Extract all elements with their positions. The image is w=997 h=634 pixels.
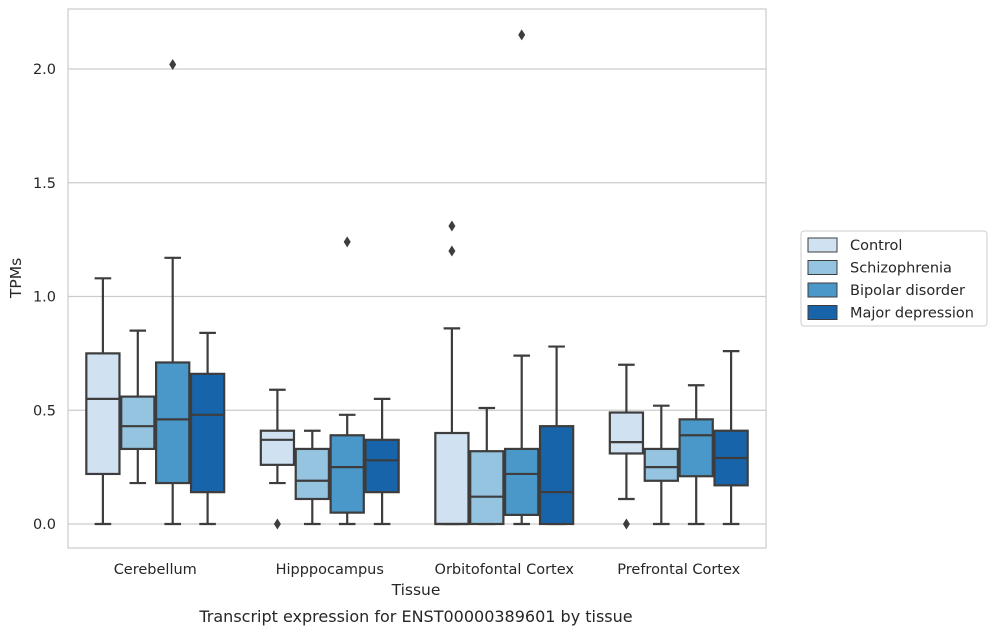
x-tick-label: Cerebellum — [114, 562, 197, 578]
box-plot — [643, 404, 679, 526]
legend-frame — [800, 230, 988, 327]
box-plot — [364, 397, 400, 526]
x-axis-title: Tissue — [391, 581, 441, 599]
legend-swatch — [807, 237, 838, 253]
outlier-point — [343, 236, 351, 248]
legend-label: Control — [850, 238, 902, 254]
box-plot — [329, 236, 365, 526]
box-plot — [294, 429, 330, 526]
y-tick-label: 1.0 — [33, 290, 56, 306]
legend-item: Bipolar disorder — [807, 282, 965, 299]
outlier-point — [622, 518, 630, 530]
legend-swatch — [807, 282, 838, 298]
box-groups — [85, 29, 749, 530]
chart-caption: Transcript expression for ENST0000038960… — [198, 607, 632, 626]
box-iqr — [189, 372, 226, 494]
box-iqr — [120, 395, 156, 451]
box-iqr — [504, 447, 540, 516]
y-tick-label: 2.0 — [33, 62, 56, 78]
box-iqr — [608, 411, 645, 455]
legend-item: Control — [807, 237, 902, 254]
x-tick-label: Hipppocampus — [276, 562, 384, 578]
legend-swatch — [807, 305, 838, 320]
box-iqr — [538, 425, 575, 526]
box-plot — [434, 220, 470, 526]
legend-label: Bipolar disorder — [850, 283, 965, 299]
legend-label: Major depression — [850, 306, 974, 322]
box-iqr — [469, 450, 505, 526]
box-iqr — [85, 352, 121, 476]
y-tick-label: 0.5 — [33, 403, 56, 419]
x-tick-label: Orbitofontal Cortex — [435, 562, 575, 578]
box-iqr — [294, 447, 330, 501]
legend-item: Major depression — [807, 305, 974, 322]
box-iqr — [329, 434, 365, 514]
outlier-point — [518, 29, 526, 41]
legend-label: Schizophrenia — [850, 261, 952, 277]
box-iqr — [155, 361, 191, 485]
plot-area-frame — [67, 8, 767, 549]
legend-swatch — [807, 260, 838, 275]
x-tick-label: Prefrontal Cortex — [617, 562, 740, 578]
y-tick-label: 0.0 — [33, 517, 56, 533]
y-tick-labels: 0.0 0.5 1.0 1.5 2.0 — [33, 62, 56, 533]
legend: Control Schizophrenia Bipolar disorder Majo… — [800, 230, 988, 327]
box-iqr — [259, 429, 296, 466]
legend-item: Schizophrenia — [807, 260, 952, 277]
box-plot — [469, 406, 505, 526]
box-plot — [678, 384, 714, 526]
box-plot — [85, 277, 121, 526]
box-plot — [538, 345, 575, 526]
outlier-point — [448, 245, 456, 257]
box-iqr — [643, 447, 679, 482]
box-plot — [713, 350, 749, 526]
box-plot — [120, 329, 156, 485]
y-axis-title: TPMs — [7, 258, 25, 299]
box-plot — [608, 363, 645, 530]
box-iqr — [364, 438, 400, 494]
outlier-point — [169, 58, 177, 70]
box-plot — [155, 58, 191, 526]
box-iqr — [678, 418, 714, 478]
outlier-point — [273, 518, 281, 530]
box-iqr — [434, 431, 470, 526]
y-tick-label: 1.5 — [33, 176, 56, 192]
x-tick-labels: Cerebellum Hipppocampus Orbitofontal Corte… — [114, 562, 741, 578]
box-plot — [259, 388, 296, 530]
box-plot — [504, 29, 540, 526]
box-plot — [189, 331, 226, 526]
outlier-point — [448, 220, 456, 232]
